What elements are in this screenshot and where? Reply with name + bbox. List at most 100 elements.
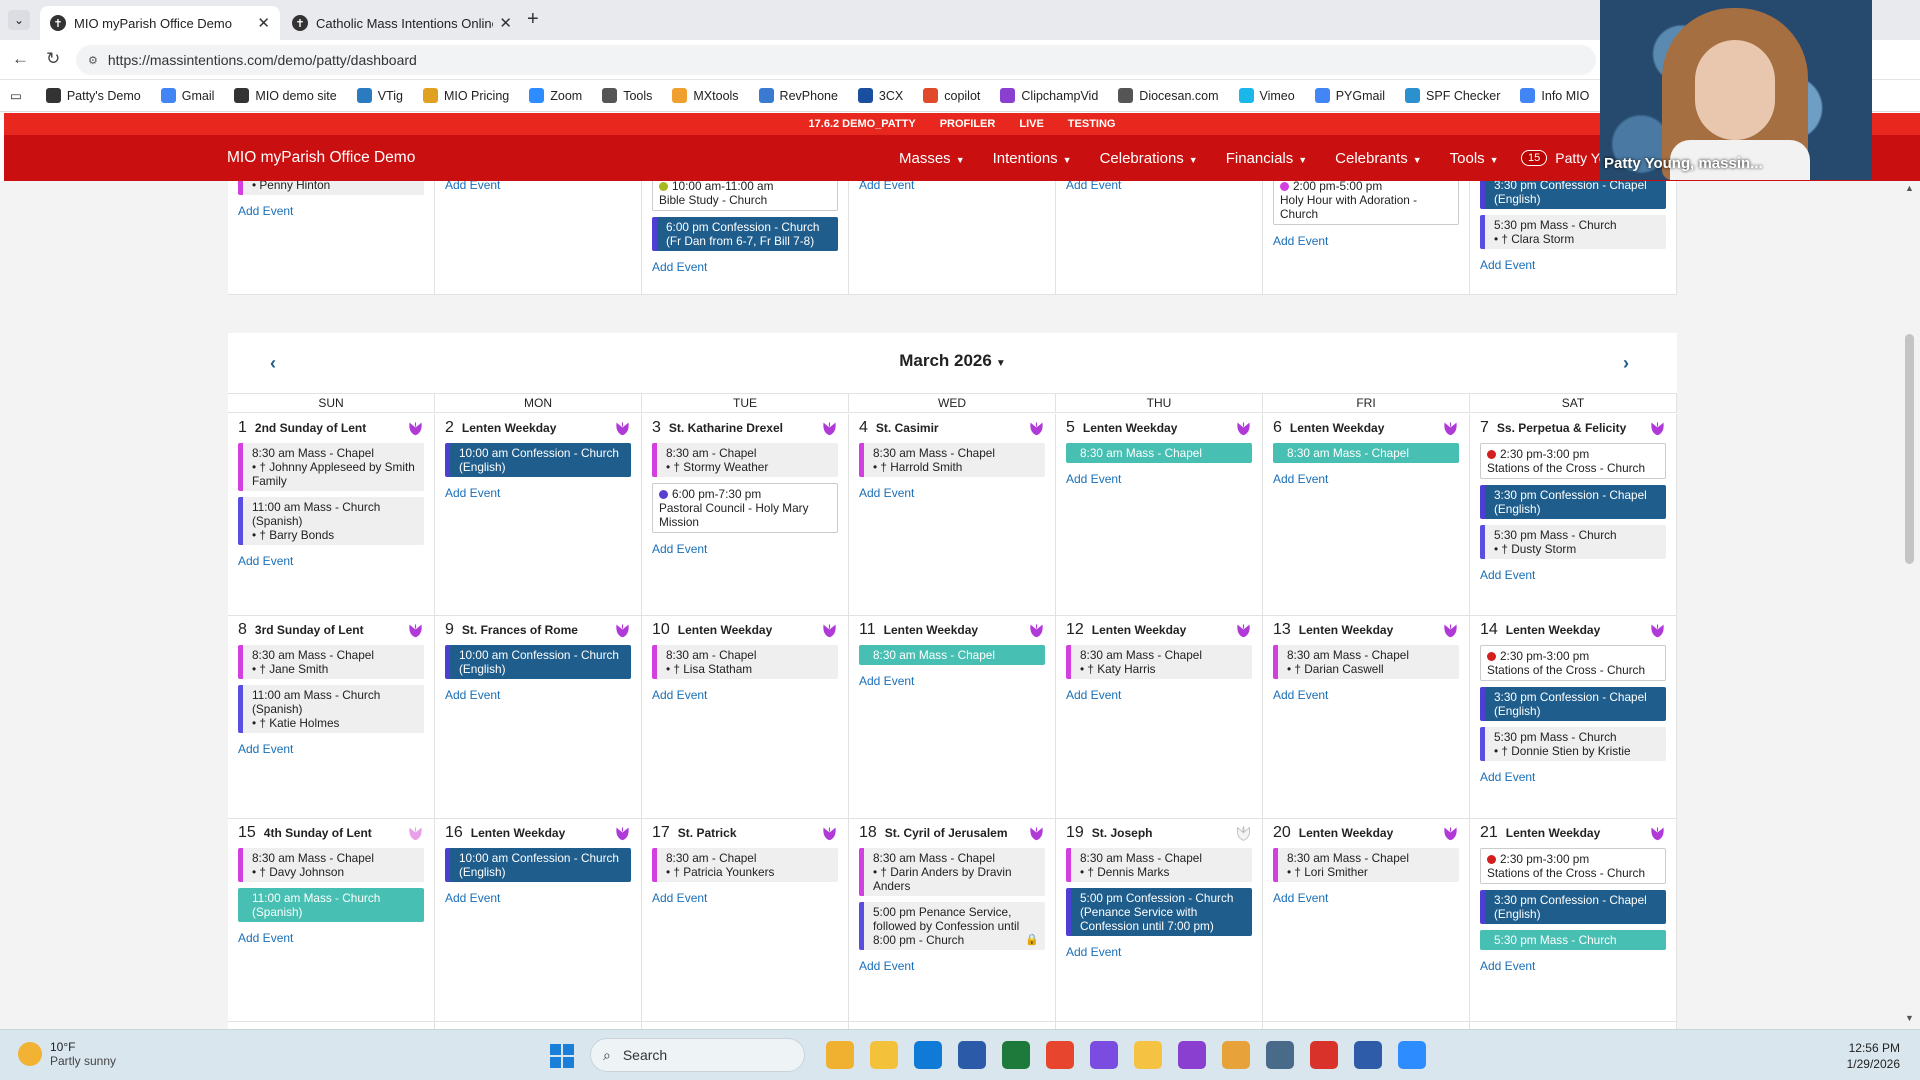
reload-icon[interactable]: ↻ (46, 49, 61, 68)
user-name[interactable]: Patty Yo (1555, 150, 1607, 166)
previous-month-chevron-icon[interactable]: ‹ (270, 353, 276, 373)
add-event-link[interactable]: Add Event (445, 688, 501, 702)
menu-celebrations[interactable]: Celebrations ▼ (1100, 150, 1198, 167)
taskbar-app-icon[interactable] (1134, 1041, 1162, 1069)
calendar-event[interactable]: 8:30 am - Chapel • † Patricia Younkers (652, 848, 838, 882)
add-event-link[interactable]: Add Event (859, 959, 915, 973)
taskbar-app-icon[interactable] (1222, 1041, 1250, 1069)
add-event-link[interactable]: Add Event (1480, 959, 1536, 973)
bookmark-item[interactable]: PYGmail (1314, 88, 1385, 103)
page-scrollbar[interactable]: ▲ ▼ (1900, 181, 1920, 1029)
add-event-link[interactable]: Add Event (652, 542, 708, 556)
calendar-event[interactable]: 8:30 am Mass - Chapel • † Harrold Smith (859, 443, 1045, 477)
menu-masses[interactable]: Masses ▼ (899, 150, 965, 167)
taskbar-app-icon[interactable] (1398, 1041, 1426, 1069)
url-field[interactable]: ⚙ https://massintentions.com/demo/patty/… (76, 45, 1596, 75)
add-event-link[interactable]: Add Event (445, 486, 501, 500)
close-tab-icon[interactable]: ✕ (257, 15, 270, 32)
add-event-link[interactable]: Add Event (1273, 688, 1329, 702)
add-event-link[interactable]: Add Event (1066, 181, 1122, 192)
back-arrow-icon[interactable]: ← (12, 49, 29, 68)
taskbar-app-icon[interactable] (1354, 1041, 1382, 1069)
calendar-event[interactable]: 2:30 pm-3:00 pm Stations of the Cross - C… (1480, 443, 1666, 479)
tab-mio-demo[interactable]: ✝ MIO myParish Office Demo ✕ (40, 6, 280, 40)
calendar-event[interactable]: 10:00 am-11:00 am Bible Study - Church (652, 181, 838, 211)
bookmark-item[interactable]: Vimeo (1238, 88, 1295, 103)
taskbar-app-icon[interactable] (870, 1041, 898, 1069)
calendar-event[interactable]: 8:30 am Mass - Chapel • † Dennis Marks (1066, 848, 1252, 882)
taskbar-app-icon[interactable] (826, 1041, 854, 1069)
add-event-link[interactable]: Add Event (445, 181, 501, 192)
calendar-event[interactable]: 2:30 pm-3:00 pm Stations of the Cross - C… (1480, 645, 1666, 681)
menu-celebrants[interactable]: Celebrants ▼ (1335, 150, 1421, 167)
add-event-link[interactable]: Add Event (1066, 472, 1122, 486)
add-event-link[interactable]: Add Event (1066, 945, 1122, 959)
taskbar-app-icon[interactable] (1310, 1041, 1338, 1069)
taskbar-app-icon[interactable] (1178, 1041, 1206, 1069)
calendar-event[interactable]: 2:00 pm-5:00 pm Holy Hour with Adoration … (1273, 181, 1459, 225)
calendar-event[interactable]: 8:30 am Mass - Chapel • † Darian Caswell (1273, 645, 1459, 679)
calendar-event[interactable]: 3:30 pm Confession - Chapel (English) (1480, 181, 1666, 209)
env-item[interactable]: 17.6.2 DEMO_PATTY (808, 118, 916, 130)
weather-widget[interactable]: 10°F Partly sunny (18, 1040, 116, 1068)
bookmark-item[interactable]: copilot (923, 88, 980, 103)
bookmark-item[interactable]: Patty's Demo (45, 88, 141, 103)
calendar-event[interactable]: 5:30 pm Mass - Church • † Dusty Storm (1480, 525, 1666, 559)
add-event-link[interactable]: Add Event (652, 891, 708, 905)
add-event-link[interactable]: Add Event (1273, 234, 1329, 248)
add-event-link[interactable]: Add Event (1480, 568, 1536, 582)
calendar-event[interactable]: 3:30 pm Confession - Chapel (English) (1480, 890, 1666, 924)
tab-search-icon[interactable]: ⌄ (8, 10, 30, 30)
calendar-event[interactable]: 8:30 am Mass - Chapel • † Johnny Applesee… (238, 443, 424, 491)
system-clock[interactable]: 12:56 PM 1/29/2026 (1840, 1040, 1900, 1072)
calendar-event[interactable]: 8:30 am - Chapel • † Stormy Weather (652, 443, 838, 477)
taskbar-app-icon[interactable] (958, 1041, 986, 1069)
calendar-event[interactable]: 8:30 am Mass - Chapel (1066, 443, 1252, 463)
bookmark-item[interactable]: Gmail (160, 88, 214, 103)
calendar-event[interactable]: 8:30 am Mass - Chapel (859, 645, 1045, 665)
bookmark-item[interactable]: 3CX (857, 88, 903, 103)
env-item[interactable]: LIVE (1019, 118, 1044, 130)
bookmark-item[interactable]: MXtools (672, 88, 739, 103)
bookmarks-menu-icon[interactable]: ▭ (10, 89, 22, 103)
new-tab-icon[interactable]: + (527, 8, 539, 30)
calendar-event[interactable]: 3:30 pm Confession - Chapel (English) (1480, 687, 1666, 721)
calendar-event[interactable]: 5:30 pm Mass - Church • † Donnie Stien by… (1480, 727, 1666, 761)
add-event-link[interactable]: Add Event (859, 486, 915, 500)
bookmark-item[interactable]: VTig (356, 88, 403, 103)
env-item[interactable]: PROFILER (939, 118, 996, 130)
calendar-event[interactable]: 8:30 am Mass - Chapel (1273, 443, 1459, 463)
calendar-event[interactable]: 8:30 am Mass - Chapel • † Jane Smith (238, 645, 424, 679)
add-event-link[interactable]: Add Event (445, 891, 501, 905)
add-event-link[interactable]: Add Event (652, 260, 708, 274)
calendar-event[interactable]: 5:30 pm Mass - Church (1480, 930, 1666, 950)
calendar-event[interactable]: 8:30 am - Chapel • † Lisa Statham (652, 645, 838, 679)
calendar-event[interactable]: 5:00 pm Penance Service, followed by Conf… (859, 902, 1045, 950)
add-event-link[interactable]: Add Event (238, 204, 294, 218)
add-event-link[interactable]: Add Event (1480, 770, 1536, 784)
calendar-event[interactable]: 5:00 pm Confession - Church (Penance Serv… (1066, 888, 1252, 936)
taskbar-search[interactable]: ⌕ Search (590, 1038, 805, 1072)
calendar-event[interactable]: 11:00 am Mass - Church (Spanish) (238, 888, 424, 922)
scrollbar-thumb[interactable] (1905, 334, 1914, 564)
bookmark-item[interactable]: RevPhone (758, 88, 838, 103)
add-event-link[interactable]: Add Event (1066, 688, 1122, 702)
calendar-event[interactable]: • Penny Hinton (238, 181, 424, 195)
menu-tools[interactable]: Tools ▼ (1450, 150, 1499, 167)
add-event-link[interactable]: Add Event (1273, 472, 1329, 486)
add-event-link[interactable]: Add Event (652, 688, 708, 702)
scroll-down-icon[interactable]: ▼ (1905, 1013, 1914, 1023)
taskbar-app-icon[interactable] (1002, 1041, 1030, 1069)
bookmark-item[interactable]: Zoom (529, 88, 582, 103)
calendar-event[interactable]: 10:00 am Confession - Church (English) (445, 848, 631, 882)
calendar-event[interactable]: 8:30 am Mass - Chapel • † Katy Harris (1066, 645, 1252, 679)
add-event-link[interactable]: Add Event (859, 674, 915, 688)
site-info-icon[interactable]: ⚙ (88, 54, 98, 67)
add-event-link[interactable]: Add Event (238, 931, 294, 945)
taskbar-app-icon[interactable] (1046, 1041, 1074, 1069)
bookmark-item[interactable]: Tools (602, 88, 652, 103)
video-call-tile[interactable]: Patty Young, massin... (1600, 0, 1872, 180)
taskbar-app-icon[interactable] (1266, 1041, 1294, 1069)
month-title[interactable]: March 2026 ▼ (228, 351, 1677, 371)
calendar-event[interactable]: 8:30 am Mass - Chapel • † Lori Smither (1273, 848, 1459, 882)
